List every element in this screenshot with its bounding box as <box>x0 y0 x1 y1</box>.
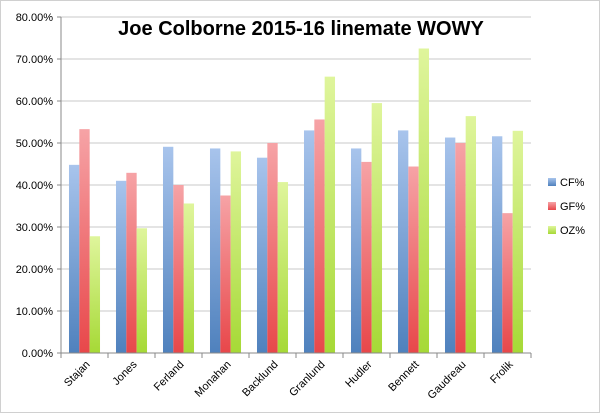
legend-label: OZ% <box>560 225 585 237</box>
bar-cf-hudler <box>350 148 362 353</box>
bar-gf-backlund <box>267 143 278 353</box>
y-tick-label: 10.00% <box>16 306 54 318</box>
x-category-label: Ferland <box>152 359 187 394</box>
x-category-label: Monahan <box>193 359 234 400</box>
bar-oz-gaudreau <box>465 116 477 354</box>
bar-gf-granlund <box>314 119 325 353</box>
bar-oz-jones <box>136 228 148 353</box>
bar-gf-ferland <box>173 185 184 353</box>
bar-gf-monahan <box>220 195 231 353</box>
x-category-label: Stajan <box>62 359 93 390</box>
x-category-label: Bennett <box>386 359 421 394</box>
y-tick-label: 30.00% <box>16 222 54 234</box>
bar-gf-bennett <box>408 166 419 353</box>
y-tick-label: 80.00% <box>16 12 54 24</box>
bar-gf-frolik <box>502 213 513 353</box>
bar-oz-ferland <box>183 203 195 353</box>
y-tick-label: 60.00% <box>16 96 54 108</box>
x-category-label: Gaudreau <box>426 359 469 402</box>
y-tick-label: 20.00% <box>16 264 54 276</box>
y-tick-label: 0.00% <box>22 348 53 360</box>
bar-cf-monahan <box>209 148 221 353</box>
bar-oz-hudler <box>371 103 383 353</box>
x-category-label: Backlund <box>240 359 280 399</box>
bar-cf-frolik <box>491 136 503 353</box>
y-axis: 0.00% 10.00% 20.00% 30.00% 40.00% 50.00% 60.00… <box>16 12 62 360</box>
x-category-label: Jones <box>110 358 140 388</box>
bar-oz-stajan <box>89 236 101 353</box>
legend-swatch <box>548 226 556 234</box>
legend-swatch <box>548 178 556 186</box>
bar-cf-ferland <box>162 146 174 353</box>
legend: CF% GF% OZ% <box>548 177 585 237</box>
x-category-label: Granlund <box>287 359 327 399</box>
x-axis: Stajan Jones Ferland Monahan Backlund Granlun… <box>60 352 532 402</box>
chart-title: Joe Colborne 2015-16 linemate WOWY <box>118 18 484 40</box>
legend-label: GF% <box>560 201 585 213</box>
bar-cf-granlund <box>303 130 315 353</box>
bar-cf-backlund <box>256 157 268 353</box>
legend-label: CF% <box>560 177 585 189</box>
bar-cf-jones <box>115 180 127 353</box>
legend-swatch <box>548 202 556 210</box>
x-category-label: Hudler <box>343 358 375 390</box>
bar-cf-stajan <box>68 164 80 353</box>
y-tick-label: 70.00% <box>16 54 54 66</box>
bar-gf-stajan <box>79 129 90 353</box>
bars <box>68 48 524 354</box>
bar-cf-gaudreau <box>444 137 456 353</box>
y-tick-label: 50.00% <box>16 138 54 150</box>
bar-oz-granlund <box>324 76 336 353</box>
bar-oz-frolik <box>512 130 524 353</box>
y-tick-label: 40.00% <box>16 180 54 192</box>
bar-gf-jones <box>126 172 137 353</box>
bar-oz-backlund <box>277 182 289 353</box>
x-category-label: Frolik <box>488 358 516 386</box>
bar-oz-monahan <box>230 151 242 353</box>
bar-gf-gaudreau <box>455 143 466 353</box>
bar-gf-hudler <box>361 161 372 353</box>
bar-oz-bennett <box>418 48 430 353</box>
bar-cf-bennett <box>397 130 409 353</box>
